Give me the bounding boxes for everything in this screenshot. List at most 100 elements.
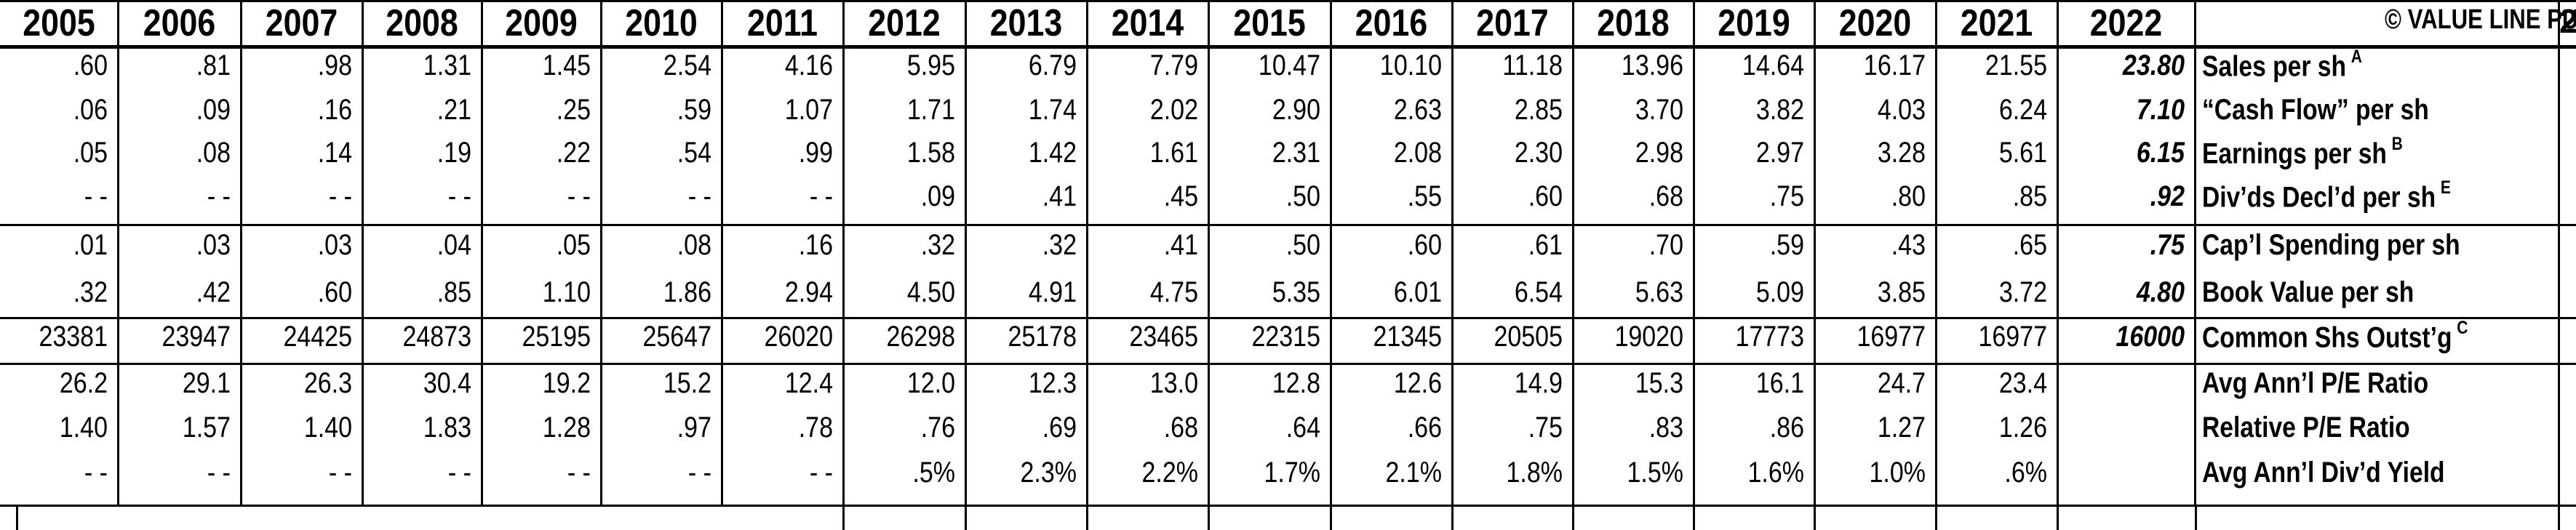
table-cell: 26.2 — [59, 367, 108, 399]
table-cell: .09 — [920, 180, 955, 212]
table-cell: 12.8 — [1272, 367, 1320, 399]
row-label-text: Div’ds Decl’d per sh — [2202, 181, 2436, 214]
row-label: Div’ds Decl’d per sh E — [2202, 179, 2451, 214]
table-cell: 2.1% — [1385, 457, 1442, 489]
row-label: Sales per sh A — [2202, 48, 2362, 81]
table-cell: 19020 — [1614, 321, 1683, 353]
year-header-2008: 2008 — [386, 2, 458, 44]
table-cell: 12.6 — [1393, 367, 1442, 399]
table-cell: 4.03 — [1877, 94, 1926, 126]
column-divider — [481, 0, 483, 505]
table-cell: .69 — [1042, 411, 1077, 443]
column-divider — [240, 0, 242, 505]
table-cell: .21 — [436, 94, 471, 126]
table-cell: .85 — [2012, 180, 2047, 212]
table-cell: 13.0 — [1149, 367, 1198, 399]
row-label: Avg Ann’l Div’d Yield — [2202, 458, 2445, 487]
table-cell: 15.2 — [663, 367, 711, 399]
table-cell: 6.79 — [1028, 49, 1077, 81]
footnote-marker: A — [2350, 47, 2362, 67]
row-label: Cap’l Spending per sh — [2202, 230, 2460, 260]
row-label: Common Shs Outst’g C — [2202, 319, 2468, 354]
table-cell: .16 — [798, 229, 833, 261]
table-cell: - - — [447, 457, 471, 489]
table-cell: .04 — [436, 229, 471, 261]
column-divider — [600, 0, 602, 505]
table-cell: 1.86 — [663, 276, 711, 308]
year-header-2006: 2006 — [143, 2, 216, 44]
table-cell: 16.17 — [1863, 49, 1926, 81]
table-cell: 1.42 — [1028, 137, 1077, 169]
table-cell: 12.4 — [784, 367, 833, 399]
lower-column-tick — [1693, 505, 1695, 530]
table-cell: .60 — [317, 276, 352, 308]
footnote-marker: E — [2440, 177, 2451, 198]
table-cell: 23.4 — [1998, 367, 2047, 399]
table-cell: 22315 — [1251, 321, 1320, 353]
table-cell: 10.10 — [1379, 49, 1442, 81]
row-label-text: Book Value per sh — [2202, 276, 2414, 308]
column-divider — [842, 0, 845, 505]
column-divider — [1208, 0, 1210, 505]
table-cell: 5.95 — [906, 49, 955, 81]
year-header-2021: 2021 — [1960, 2, 2033, 44]
table-cell: .08 — [677, 229, 711, 261]
table-cell: 17773 — [1735, 321, 1804, 353]
table-cell: 26298 — [886, 321, 955, 353]
table-cell: 2.90 — [1272, 94, 1320, 126]
table-cell: 21.55 — [1985, 49, 2047, 81]
table-cell: 2.2% — [1141, 457, 1198, 489]
table-cell: 2.31 — [1272, 137, 1320, 169]
lower-column-tick — [1330, 505, 1332, 530]
row-label-text: Common Shs Outst’g — [2202, 321, 2452, 354]
table-cell: 25178 — [1008, 321, 1077, 353]
table-cell: 25647 — [642, 321, 711, 353]
top-rule — [0, 0, 2576, 2]
table-cell: - - — [207, 180, 231, 212]
table-cell: 2.97 — [1755, 137, 1804, 169]
estimate-2022-cell: 23.80 — [2122, 49, 2185, 81]
table-cell: .50 — [1285, 229, 1320, 261]
lower-left-tick — [16, 505, 18, 530]
table-cell: .25 — [556, 94, 591, 126]
table-cell: 1.28 — [542, 411, 591, 443]
table-cell: .97 — [677, 411, 711, 443]
table-cell: .54 — [677, 137, 711, 169]
table-cell: - - — [809, 180, 833, 212]
table-cell: 1.40 — [59, 411, 108, 443]
estimate-2022-cell: .75 — [2150, 229, 2185, 261]
table-cell: .41 — [1042, 180, 1077, 212]
group-rule-2 — [0, 317, 2576, 319]
table-cell: .01 — [73, 229, 108, 261]
table-cell: 6.24 — [1998, 94, 2047, 126]
cut-off-header-glyph: 2 — [2559, 2, 2576, 40]
table-cell: 14.9 — [1514, 367, 1563, 399]
table-cell: .60 — [1528, 180, 1563, 212]
footnote-marker: B — [2391, 134, 2403, 154]
table-cell: 25195 — [522, 321, 591, 353]
year-header-2018: 2018 — [1597, 2, 1670, 44]
table-cell: .08 — [196, 137, 231, 169]
year-header-2007: 2007 — [265, 2, 338, 44]
table-cell: .06 — [73, 94, 108, 126]
column-divider — [2194, 0, 2196, 505]
table-cell: 3.85 — [1877, 276, 1926, 308]
year-header-2020: 2020 — [1838, 2, 1912, 44]
table-cell: 24.7 — [1877, 367, 1926, 399]
table-cell: 1.0% — [1869, 457, 1926, 489]
table-cell: .80 — [1891, 180, 1926, 212]
year-header-2019: 2019 — [1718, 2, 1790, 44]
table-cell: 5.63 — [1635, 276, 1683, 308]
table-cell: - - — [328, 457, 352, 489]
year-header-2011: 2011 — [746, 2, 818, 44]
table-cell: 14.64 — [1742, 49, 1804, 81]
table-cell: - - — [84, 457, 108, 489]
row-label: “Cash Flow” per sh — [2202, 95, 2429, 124]
estimate-2022-cell: 7.10 — [2136, 94, 2185, 126]
row-label: Book Value per sh — [2202, 278, 2414, 307]
table-cell: 11.18 — [1502, 49, 1563, 81]
table-cell: 2.94 — [784, 276, 833, 308]
table-cell: 1.83 — [423, 411, 471, 443]
table-cell: 3.72 — [1998, 276, 2047, 308]
